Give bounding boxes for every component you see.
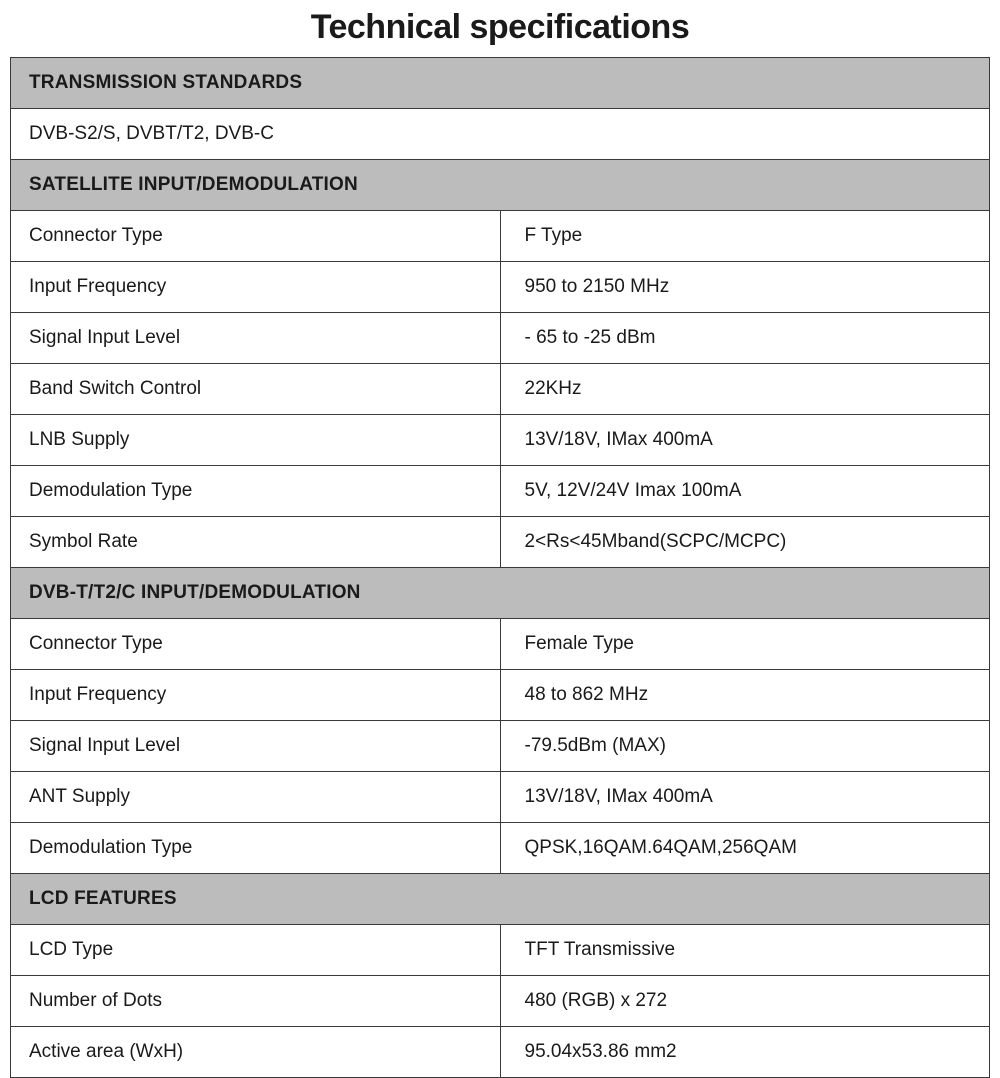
spec-full-cell: DVB-S2/S, DVBT/T2, DVB-C xyxy=(11,109,990,160)
table-row: Signal Input Level- 65 to -25 dBm xyxy=(11,313,990,364)
table-row: Input Frequency950 to 2150 MHz xyxy=(11,262,990,313)
spec-value: 48 to 862 MHz xyxy=(500,670,990,721)
spec-value: QPSK,16QAM.64QAM,256QAM xyxy=(500,823,990,874)
spec-value: TFT Transmissive xyxy=(500,925,990,976)
spec-label: Input Frequency xyxy=(11,262,501,313)
table-row: Connector TypeFemale Type xyxy=(11,619,990,670)
table-row: Band Switch Control22KHz xyxy=(11,364,990,415)
table-row: Demodulation Type5V, 12V/24V Imax 100mA xyxy=(11,466,990,517)
spec-label: LNB Supply xyxy=(11,415,501,466)
section-header: LCD FEATURES xyxy=(11,874,990,925)
spec-value: 13V/18V, IMax 400mA xyxy=(500,415,990,466)
spec-value: Female Type xyxy=(500,619,990,670)
spec-label: Demodulation Type xyxy=(11,466,501,517)
spec-value: 480 (RGB) x 272 xyxy=(500,976,990,1027)
table-row: Demodulation TypeQPSK,16QAM.64QAM,256QAM xyxy=(11,823,990,874)
table-row: LNB Supply13V/18V, IMax 400mA xyxy=(11,415,990,466)
spec-value: 2<Rs<45Mband(SCPC/MCPC) xyxy=(500,517,990,568)
spec-label: LCD Type xyxy=(11,925,501,976)
section-header: DVB-T/T2/C INPUT/DEMODULATION xyxy=(11,568,990,619)
spec-value: 5V, 12V/24V Imax 100mA xyxy=(500,466,990,517)
spec-table: TRANSMISSION STANDARDSDVB-S2/S, DVBT/T2,… xyxy=(10,57,990,1078)
spec-value: - 65 to -25 dBm xyxy=(500,313,990,364)
spec-value: -79.5dBm (MAX) xyxy=(500,721,990,772)
spec-label: ANT Supply xyxy=(11,772,501,823)
table-row: Input Frequency48 to 862 MHz xyxy=(11,670,990,721)
table-row: DVB-S2/S, DVBT/T2, DVB-C xyxy=(11,109,990,160)
table-row: Symbol Rate2<Rs<45Mband(SCPC/MCPC) xyxy=(11,517,990,568)
spec-value: F Type xyxy=(500,211,990,262)
spec-value: 95.04x53.86 mm2 xyxy=(500,1027,990,1078)
page-title: Technical specifications xyxy=(10,8,990,47)
section-header: TRANSMISSION STANDARDS xyxy=(11,58,990,109)
spec-value: 22KHz xyxy=(500,364,990,415)
spec-value: 13V/18V, IMax 400mA xyxy=(500,772,990,823)
spec-label: Input Frequency xyxy=(11,670,501,721)
table-row: Number of Dots480 (RGB) x 272 xyxy=(11,976,990,1027)
spec-label: Connector Type xyxy=(11,619,501,670)
table-row: Signal Input Level-79.5dBm (MAX) xyxy=(11,721,990,772)
spec-label: Active area (WxH) xyxy=(11,1027,501,1078)
spec-value: 950 to 2150 MHz xyxy=(500,262,990,313)
spec-label: Number of Dots xyxy=(11,976,501,1027)
spec-label: Band Switch Control xyxy=(11,364,501,415)
spec-label: Signal Input Level xyxy=(11,313,501,364)
spec-label: Signal Input Level xyxy=(11,721,501,772)
table-row: Connector TypeF Type xyxy=(11,211,990,262)
table-row: LCD TypeTFT Transmissive xyxy=(11,925,990,976)
table-row: Active area (WxH)95.04x53.86 mm2 xyxy=(11,1027,990,1078)
section-header: SATELLITE INPUT/DEMODULATION xyxy=(11,160,990,211)
spec-label: Connector Type xyxy=(11,211,501,262)
spec-label: Demodulation Type xyxy=(11,823,501,874)
spec-label: Symbol Rate xyxy=(11,517,501,568)
table-row: ANT Supply13V/18V, IMax 400mA xyxy=(11,772,990,823)
